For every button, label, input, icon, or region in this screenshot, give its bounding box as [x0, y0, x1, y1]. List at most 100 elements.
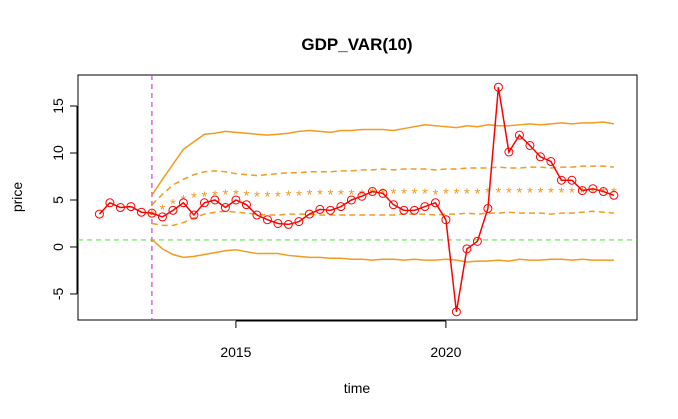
point-marker: [525, 140, 535, 150]
point-marker: *: [422, 186, 428, 203]
series-line: [151, 165, 614, 206]
point-marker: *: [537, 185, 543, 202]
point-marker: [336, 202, 346, 212]
point-marker: *: [453, 186, 459, 203]
y-tick-label: 10: [50, 145, 66, 161]
point-marker: [483, 203, 493, 213]
point-marker: *: [338, 186, 344, 203]
point-marker: *: [170, 196, 176, 213]
point-marker: [294, 217, 304, 227]
point-marker: *: [611, 185, 617, 202]
y-tick-label: 15: [50, 98, 66, 114]
point-marker: *: [495, 185, 501, 202]
point-marker: *: [285, 187, 291, 204]
y-tick-label: -5: [50, 288, 66, 301]
point-marker: *: [348, 186, 354, 203]
point-marker: [157, 212, 167, 222]
point-marker: *: [369, 186, 375, 203]
point-marker: *: [548, 185, 554, 202]
point-marker: *: [411, 186, 417, 203]
series-line: [151, 210, 614, 227]
point-marker: *: [474, 186, 480, 203]
point-marker: [273, 218, 283, 228]
point-marker: *: [401, 186, 407, 203]
series-line: [151, 121, 615, 196]
point-marker: *: [485, 185, 491, 202]
point-marker: [126, 202, 136, 212]
point-marker: [420, 202, 430, 212]
point-marker: [609, 190, 619, 200]
point-marker: *: [464, 186, 470, 203]
point-marker: [252, 210, 262, 220]
point-marker: [451, 307, 461, 317]
point-marker: [220, 203, 230, 213]
series-line: [98, 87, 615, 312]
point-marker: [577, 186, 587, 196]
point-marker: [535, 152, 545, 162]
x-axis-label: time: [344, 380, 371, 396]
point-marker: [210, 195, 220, 205]
x-tick-label: 2020: [430, 344, 461, 360]
chart-title: GDP_VAR(10): [301, 35, 412, 54]
point-marker: [94, 209, 104, 219]
point-marker: [315, 204, 325, 214]
x-tick-label: 2015: [220, 344, 251, 360]
point-marker: [493, 82, 503, 92]
point-marker: *: [222, 186, 228, 203]
point-marker: [598, 187, 608, 197]
point-marker: *: [306, 186, 312, 203]
point-marker: *: [516, 185, 522, 202]
point-marker: [136, 207, 146, 217]
y-axis-label: price: [9, 182, 25, 213]
point-marker: *: [390, 186, 396, 203]
point-marker: [189, 210, 199, 220]
point-marker: *: [579, 185, 585, 202]
point-marker: *: [296, 187, 302, 204]
point-marker: [325, 205, 335, 215]
point-marker: [199, 198, 209, 208]
point-marker: *: [443, 186, 449, 203]
point-marker: [462, 244, 472, 254]
point-marker: [346, 195, 356, 205]
point-marker: [283, 219, 293, 229]
point-marker: [441, 215, 451, 225]
point-marker: [378, 188, 388, 198]
point-marker: *: [191, 189, 197, 206]
point-marker: *: [275, 188, 281, 205]
y-tick-label: 5: [50, 196, 66, 204]
point-marker: *: [600, 185, 606, 202]
point-marker: [115, 203, 125, 213]
point-marker: [504, 147, 514, 157]
point-marker: [231, 195, 241, 205]
point-marker: [430, 198, 440, 208]
point-marker: [409, 205, 419, 215]
point-marker: *: [149, 207, 155, 224]
point-marker: [262, 215, 272, 225]
point-marker: *: [254, 188, 260, 205]
plot-box: [77, 74, 638, 321]
point-marker: *: [558, 185, 564, 202]
point-marker: [546, 156, 556, 166]
point-marker: *: [264, 188, 270, 205]
point-marker: *: [159, 202, 165, 219]
point-marker: *: [317, 186, 323, 203]
point-marker: [514, 130, 524, 140]
point-marker: [399, 205, 409, 215]
point-marker: *: [432, 186, 438, 203]
point-marker: [367, 187, 377, 197]
point-marker: [588, 184, 598, 194]
point-marker: [105, 198, 115, 208]
point-marker: [241, 200, 251, 210]
point-marker: [556, 175, 566, 185]
point-marker: *: [506, 185, 512, 202]
point-marker: *: [233, 186, 239, 203]
point-marker: [147, 208, 157, 218]
point-marker: [304, 209, 314, 219]
point-marker: [472, 236, 482, 246]
point-marker: *: [359, 186, 365, 203]
point-marker: *: [569, 185, 575, 202]
point-marker: [357, 191, 367, 201]
series-line: [151, 238, 614, 263]
